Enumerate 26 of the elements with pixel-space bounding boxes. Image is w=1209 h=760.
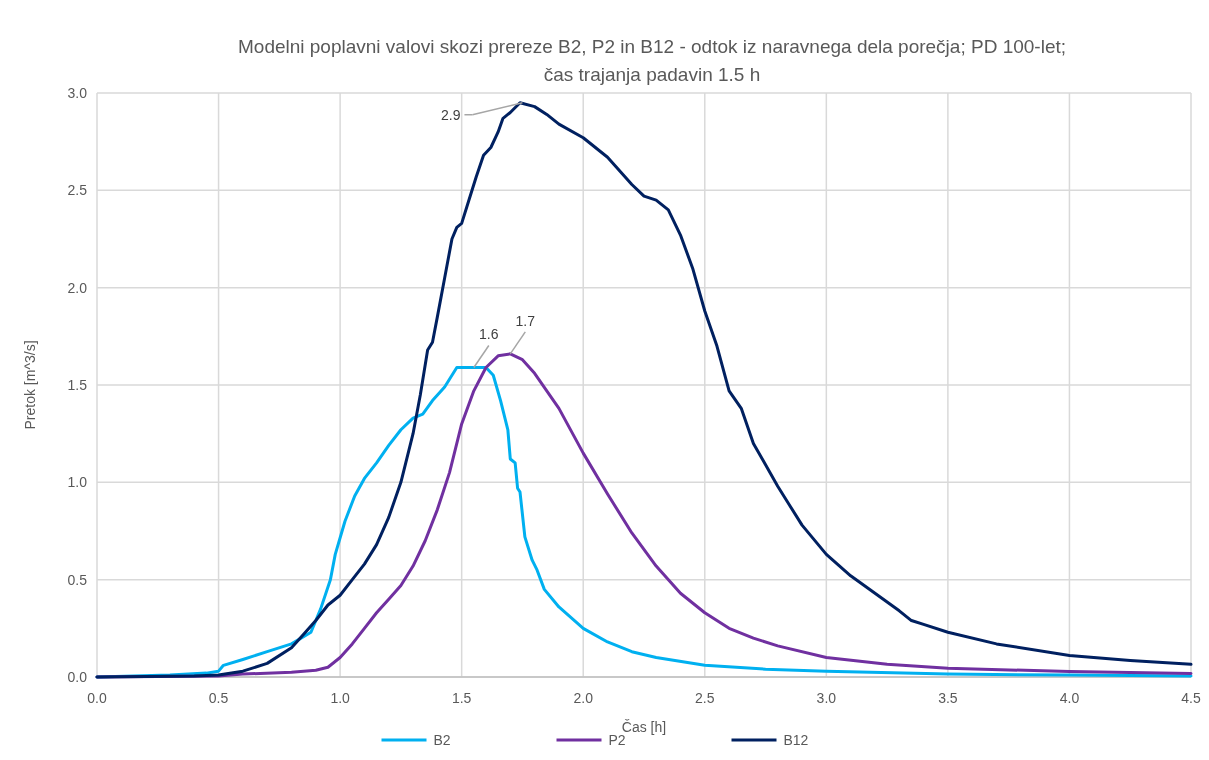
annotation: 2.9 (440, 106, 461, 123)
x-tick-label: 0.5 (208, 690, 229, 706)
y-tick-label: 0.0 (67, 669, 88, 685)
x-tick-label: 3.0 (816, 690, 837, 706)
x-tick-label: 4.0 (1059, 690, 1080, 706)
x-tick-label: 1.0 (330, 690, 351, 706)
x-tick-label: 1.5 (451, 690, 472, 706)
y-tick-label: 2.0 (67, 279, 88, 296)
annotation: 1.6 (479, 326, 499, 343)
x-tick-label: 4.5 (1181, 690, 1201, 706)
x-tick-label: 0.0 (87, 690, 107, 706)
legend-label: P2 (608, 732, 626, 748)
y-axis-title: Pretok [m^3/s] (22, 340, 38, 430)
x-tick-label: 3.5 (938, 690, 958, 706)
y-tick-label: 0.5 (67, 571, 88, 588)
chart-title: Modelni poplavni valovi skozi prereze B2, P2 in B12 - odtok iz naravnega dela porečja; PD 100-let; čas trajanja padavin 1.5 h (237, 36, 1067, 85)
x-tick-label: 2.5 (695, 690, 715, 706)
y-tick-label: 2.5 (67, 182, 88, 199)
legend-label: B12 (783, 732, 809, 748)
x-tick-label: 2.0 (573, 690, 594, 706)
y-tick-label: 1.5 (67, 377, 88, 393)
annotation: 1.7 (515, 312, 536, 329)
y-tick-label: 1.0 (67, 474, 88, 491)
legend-label: B2 (433, 732, 451, 748)
y-tick-label: 3.0 (67, 85, 88, 101)
x-axis-title: Čas [h] (621, 719, 667, 735)
